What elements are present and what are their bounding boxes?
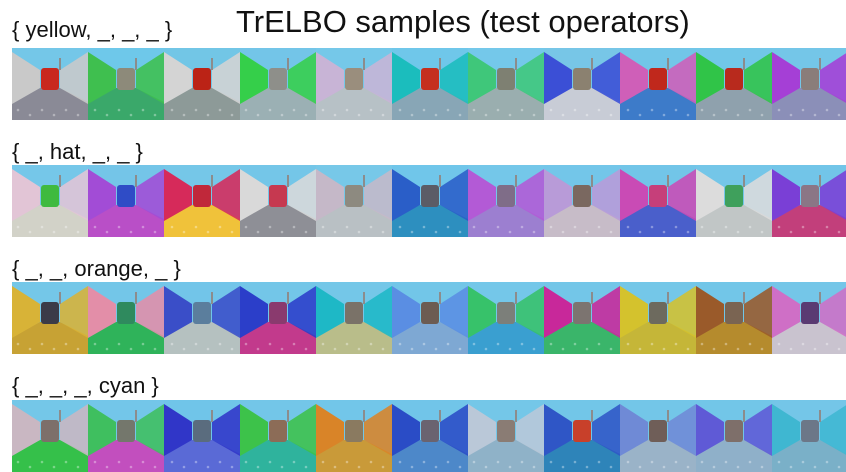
sample-image <box>88 48 164 120</box>
sample-tile <box>772 400 846 472</box>
sample-tile <box>88 400 164 472</box>
sample-tile <box>696 48 772 120</box>
sample-image <box>696 282 772 354</box>
sample-tile <box>696 282 772 354</box>
sample-tile <box>164 165 240 237</box>
sample-image <box>544 282 620 354</box>
sample-image <box>240 282 316 354</box>
sample-tile <box>468 165 544 237</box>
sample-tile <box>696 165 772 237</box>
sample-image <box>392 48 468 120</box>
sample-image <box>696 165 772 237</box>
sample-image <box>544 48 620 120</box>
sample-image <box>240 165 316 237</box>
sample-image <box>468 165 544 237</box>
row-label-yellow: { yellow, _, _, _ } <box>12 17 173 42</box>
sample-tile <box>316 48 392 120</box>
sample-tile <box>772 48 846 120</box>
sample-strip-orange <box>12 282 846 354</box>
sample-tile <box>240 48 316 120</box>
sample-image <box>240 48 316 120</box>
sample-tile <box>12 400 88 472</box>
sample-tile <box>12 282 88 354</box>
row-label-orange: { _, _, orange, _ } <box>12 256 181 281</box>
sample-image <box>392 165 468 237</box>
sample-image <box>392 282 468 354</box>
figure-title: TrELBO samples (test operators) <box>236 4 690 39</box>
sample-image <box>772 400 846 472</box>
sample-image <box>316 48 392 120</box>
sample-image <box>696 400 772 472</box>
sample-image <box>392 400 468 472</box>
sample-tile <box>696 400 772 472</box>
sample-image <box>544 400 620 472</box>
sample-strip-hat <box>12 165 846 237</box>
sample-image <box>772 282 846 354</box>
sample-tile <box>620 282 696 354</box>
sample-image <box>164 165 240 237</box>
sample-image <box>620 165 696 237</box>
sample-image <box>316 165 392 237</box>
sample-image <box>88 165 164 237</box>
sample-tile <box>12 165 88 237</box>
row-label-hat: { _, hat, _, _ } <box>12 139 143 164</box>
sample-tile <box>392 165 468 237</box>
sample-image <box>468 400 544 472</box>
sample-tile <box>468 282 544 354</box>
sample-image <box>620 48 696 120</box>
sample-image <box>620 282 696 354</box>
sample-tile <box>316 282 392 354</box>
sample-tile <box>88 165 164 237</box>
sample-image <box>696 48 772 120</box>
sample-image <box>164 48 240 120</box>
sample-image <box>620 400 696 472</box>
sample-tile <box>164 48 240 120</box>
sample-tile <box>620 400 696 472</box>
sample-tile <box>164 400 240 472</box>
sample-image <box>772 165 846 237</box>
sample-tile <box>620 48 696 120</box>
sample-strip-cyan <box>12 400 846 472</box>
sample-image <box>88 282 164 354</box>
sample-image <box>468 48 544 120</box>
sample-image <box>240 400 316 472</box>
sample-tile <box>544 400 620 472</box>
sample-image <box>164 282 240 354</box>
sample-tile <box>544 48 620 120</box>
sample-tile <box>240 400 316 472</box>
sample-tile <box>772 165 846 237</box>
sample-image <box>12 400 88 472</box>
sample-tile <box>240 282 316 354</box>
sample-image <box>316 400 392 472</box>
sample-tile <box>544 165 620 237</box>
sample-strip-yellow <box>12 48 846 120</box>
sample-tile <box>316 400 392 472</box>
sample-tile <box>392 48 468 120</box>
sample-tile <box>772 282 846 354</box>
sample-image <box>164 400 240 472</box>
sample-tile <box>88 282 164 354</box>
sample-tile <box>392 400 468 472</box>
sample-tile <box>316 165 392 237</box>
sample-tile <box>12 48 88 120</box>
sample-image <box>316 282 392 354</box>
row-label-cyan: { _, _, _, cyan } <box>12 373 159 398</box>
sample-tile <box>88 48 164 120</box>
sample-image <box>468 282 544 354</box>
sample-tile <box>392 282 468 354</box>
sample-tile <box>468 48 544 120</box>
sample-tile <box>620 165 696 237</box>
sample-tile <box>240 165 316 237</box>
sample-image <box>88 400 164 472</box>
sample-tile <box>468 400 544 472</box>
sample-image <box>12 282 88 354</box>
sample-image <box>12 48 88 120</box>
sample-image <box>544 165 620 237</box>
sample-image <box>772 48 846 120</box>
sample-tile <box>544 282 620 354</box>
sample-tile <box>164 282 240 354</box>
sample-image <box>12 165 88 237</box>
